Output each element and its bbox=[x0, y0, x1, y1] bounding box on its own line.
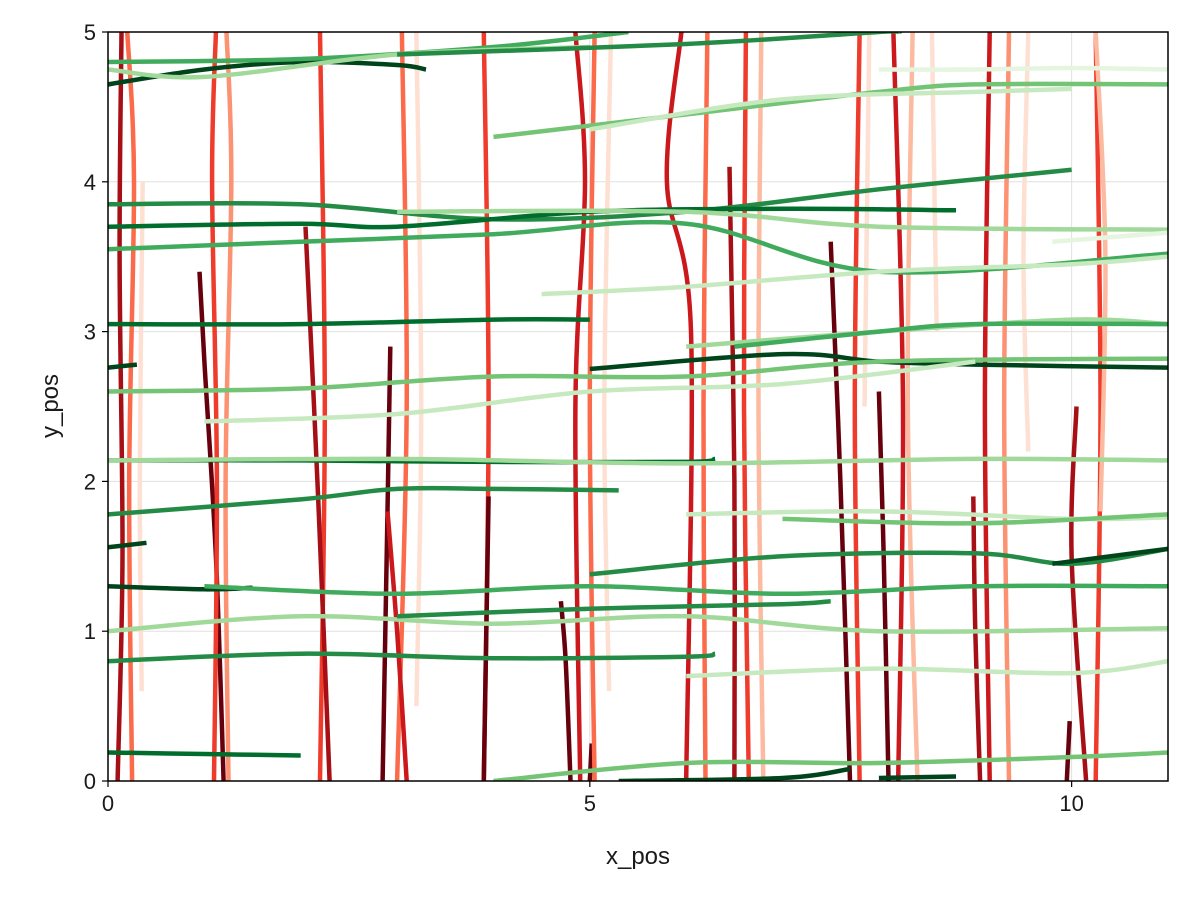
horizontal-track-line bbox=[686, 658, 1168, 679]
vertical-track-line bbox=[1093, 32, 1108, 512]
horizontal-track-line bbox=[108, 540, 147, 550]
vertical-track-line bbox=[481, 496, 491, 781]
vertical-track-line bbox=[876, 391, 891, 781]
horizontal-track-line bbox=[589, 546, 1168, 577]
vertical-track-line bbox=[223, 32, 234, 781]
x-axis-ticks: 0 5 10 bbox=[102, 781, 1084, 816]
vertical-track-line bbox=[573, 32, 588, 781]
vertical-track-line bbox=[1093, 32, 1103, 781]
horizontal-track-line bbox=[397, 32, 903, 57]
horizontal-track-line bbox=[878, 65, 1168, 72]
y-tick-label: 2 bbox=[84, 469, 96, 494]
vertical-track-line bbox=[558, 601, 573, 781]
y-tick-label: 1 bbox=[84, 619, 96, 644]
vertical-track-line bbox=[587, 743, 594, 781]
horizontal-track-line bbox=[108, 206, 957, 230]
y-axis-label: y_pos bbox=[37, 374, 64, 438]
horizontal-track-line bbox=[108, 362, 138, 370]
vertical-track-line bbox=[209, 32, 220, 781]
x-tick-label: 10 bbox=[1059, 791, 1083, 816]
vertical-track-line bbox=[197, 271, 226, 781]
plot-frame bbox=[107, 31, 1169, 782]
y-tick-label: 3 bbox=[84, 320, 96, 345]
vertical-track-line bbox=[317, 32, 328, 781]
vertical-track-line bbox=[701, 32, 710, 781]
horizontal-track-line bbox=[108, 59, 427, 87]
horizontal-track-line bbox=[397, 598, 831, 619]
horizontal-track-line bbox=[878, 774, 957, 781]
horizontal-track-line bbox=[204, 583, 1168, 597]
horizontal-track-line bbox=[397, 208, 1168, 232]
horizontal-track-line bbox=[108, 750, 301, 758]
vertical-track-line bbox=[905, 32, 920, 781]
horizontal-track-line bbox=[108, 219, 1168, 275]
y-axis-ticks: 0 1 2 3 4 5 bbox=[84, 20, 108, 794]
y-tick-label: 4 bbox=[84, 170, 96, 195]
horizontal-track-line bbox=[108, 356, 1168, 394]
horizontal-track-line bbox=[108, 167, 1072, 222]
vertical-track-line bbox=[982, 32, 992, 781]
horizontal-track-line bbox=[493, 750, 1168, 781]
x-axis-label: x_pos bbox=[606, 843, 670, 870]
horizontal-track-line bbox=[204, 359, 976, 424]
x-tick-label: 5 bbox=[584, 791, 596, 816]
horizontal-track-line bbox=[108, 317, 590, 327]
vertical-track-line bbox=[891, 32, 906, 781]
vertical-track-line bbox=[115, 32, 125, 781]
vertical-track-line bbox=[1064, 720, 1072, 781]
horizontal-track-line bbox=[1052, 546, 1168, 567]
horizontal-tracks bbox=[108, 32, 1168, 781]
x-tick-label: 0 bbox=[102, 791, 114, 816]
y-tick-label: 0 bbox=[84, 769, 96, 794]
horizontal-track-line bbox=[108, 456, 1168, 466]
vertical-track-line bbox=[852, 32, 862, 781]
vertical-track-line bbox=[727, 166, 738, 781]
vertical-track-line bbox=[1001, 32, 1012, 781]
horizontal-track-line bbox=[108, 485, 619, 517]
vertical-track-line bbox=[414, 32, 424, 707]
horizontal-track-line bbox=[541, 254, 1168, 297]
horizontal-track-line bbox=[782, 512, 1168, 526]
vertical-track-line bbox=[741, 32, 752, 781]
horizontal-track-line bbox=[1052, 230, 1168, 244]
horizontal-track-line bbox=[108, 613, 1168, 634]
vertical-track-line bbox=[756, 32, 766, 781]
vertical-track-line bbox=[137, 181, 145, 692]
vertical-track-line bbox=[385, 511, 409, 781]
horizontal-track-line bbox=[108, 651, 717, 664]
y-tick-label: 5 bbox=[84, 20, 96, 45]
horizontal-track-line bbox=[734, 321, 1168, 349]
horizontal-track-line bbox=[589, 86, 1072, 132]
vertical-track-line bbox=[828, 241, 853, 781]
vertical-tracks bbox=[115, 32, 1108, 781]
